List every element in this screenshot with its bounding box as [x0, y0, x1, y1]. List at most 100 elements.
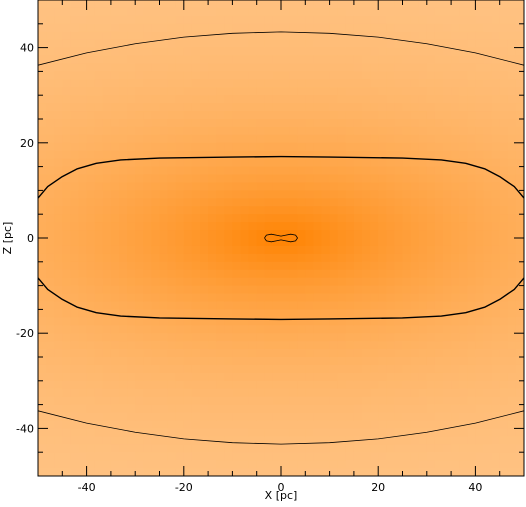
heatmap-cell	[418, 452, 428, 461]
heatmap-cell	[272, 404, 282, 414]
heatmap-cell	[362, 293, 371, 303]
heatmap-cell	[451, 396, 460, 406]
heatmap-cell	[78, 190, 88, 199]
heatmap-cell	[151, 293, 161, 303]
heatmap-cell	[151, 388, 161, 398]
heatmap-cell	[515, 444, 524, 453]
heatmap-cell	[370, 396, 379, 406]
heatmap-cell	[353, 452, 363, 461]
heatmap-cell	[378, 293, 387, 303]
heatmap-cell	[378, 380, 387, 390]
heatmap-cell	[410, 261, 420, 271]
heatmap-cell	[475, 126, 485, 136]
heatmap-cell	[353, 31, 363, 41]
heatmap-cell	[297, 372, 306, 382]
heatmap-cell	[159, 412, 169, 422]
heatmap-cell	[191, 230, 201, 239]
heatmap-cell	[94, 190, 104, 199]
heatmap-cell	[418, 364, 428, 374]
heatmap-cell	[70, 372, 80, 382]
heatmap-cell	[475, 119, 485, 128]
heatmap-cell	[78, 23, 88, 33]
heatmap-cell	[410, 245, 420, 255]
heatmap-cell	[515, 357, 524, 366]
heatmap-cell	[321, 119, 331, 128]
heatmap-cell	[54, 285, 63, 295]
heatmap-cell	[507, 238, 517, 247]
heatmap-cell	[507, 341, 517, 350]
heatmap-cell	[232, 364, 242, 374]
heatmap-cell	[394, 269, 404, 279]
heatmap-cell	[151, 317, 161, 326]
heatmap-cell	[515, 309, 524, 318]
heatmap-cell	[499, 71, 509, 80]
heatmap-cell	[345, 134, 355, 144]
heatmap-cell	[208, 285, 217, 295]
heatmap-cell	[321, 87, 331, 96]
heatmap-cell	[224, 301, 233, 310]
heatmap-cell	[370, 158, 379, 168]
heatmap-cell	[483, 111, 493, 120]
heatmap-cell	[232, 349, 242, 358]
heatmap-cell	[313, 412, 323, 422]
heatmap-cell	[167, 7, 177, 17]
heatmap-cell	[305, 71, 314, 80]
heatmap-cell	[175, 95, 185, 104]
heatmap-cell	[143, 388, 152, 398]
heatmap-cell	[451, 166, 460, 176]
heatmap-cell	[362, 111, 371, 120]
heatmap-cell	[46, 7, 55, 17]
heatmap-cell	[264, 444, 274, 453]
heatmap-cell	[119, 222, 128, 231]
heatmap-cell	[240, 142, 250, 152]
heatmap-cell	[394, 15, 404, 25]
heatmap-cell	[370, 364, 379, 374]
heatmap-cell	[410, 206, 420, 215]
heatmap-cell	[175, 460, 185, 469]
heatmap-cell	[491, 396, 501, 406]
heatmap-cell	[386, 364, 395, 374]
heatmap-cell	[459, 277, 468, 287]
heatmap-cell	[143, 31, 152, 41]
heatmap-cell	[467, 31, 476, 41]
heatmap-cell	[224, 119, 233, 128]
heatmap-cell	[362, 15, 371, 25]
heatmap-cell	[483, 436, 493, 445]
heatmap-cell	[183, 269, 193, 279]
heatmap-cell	[78, 134, 88, 144]
heatmap-cell	[216, 39, 225, 49]
heatmap-cell	[451, 317, 460, 326]
heatmap-cell	[386, 388, 395, 398]
heatmap-cell	[297, 452, 306, 461]
heatmap-cell	[256, 444, 266, 453]
heatmap-cell	[353, 222, 363, 231]
heatmap-cell	[272, 261, 282, 271]
heatmap-cell	[167, 277, 177, 287]
heatmap-cell	[127, 7, 136, 17]
heatmap-cell	[362, 95, 371, 104]
heatmap-cell	[329, 134, 339, 144]
heatmap-cell	[507, 230, 517, 239]
heatmap-cell	[297, 277, 306, 287]
heatmap-cell	[143, 119, 152, 128]
heatmap-cell	[248, 119, 258, 128]
heatmap-cell	[143, 95, 152, 104]
heatmap-cell	[151, 364, 161, 374]
heatmap-cell	[216, 23, 225, 33]
heatmap-cell	[119, 404, 128, 414]
heatmap-cell	[248, 364, 258, 374]
heatmap-cell	[443, 364, 452, 374]
heatmap-cell	[143, 0, 152, 9]
heatmap-cell	[183, 39, 193, 49]
heatmap-cell	[483, 87, 493, 96]
heatmap-cell	[483, 126, 493, 136]
heatmap-cell	[151, 238, 161, 247]
heatmap-cell	[426, 349, 436, 358]
heatmap-cell	[272, 198, 282, 207]
heatmap-cell	[305, 301, 314, 310]
heatmap-cell	[240, 428, 250, 437]
heatmap-cell	[459, 412, 468, 422]
heatmap-cell	[451, 15, 460, 25]
heatmap-cell	[159, 245, 169, 255]
heatmap-cell	[305, 349, 314, 358]
